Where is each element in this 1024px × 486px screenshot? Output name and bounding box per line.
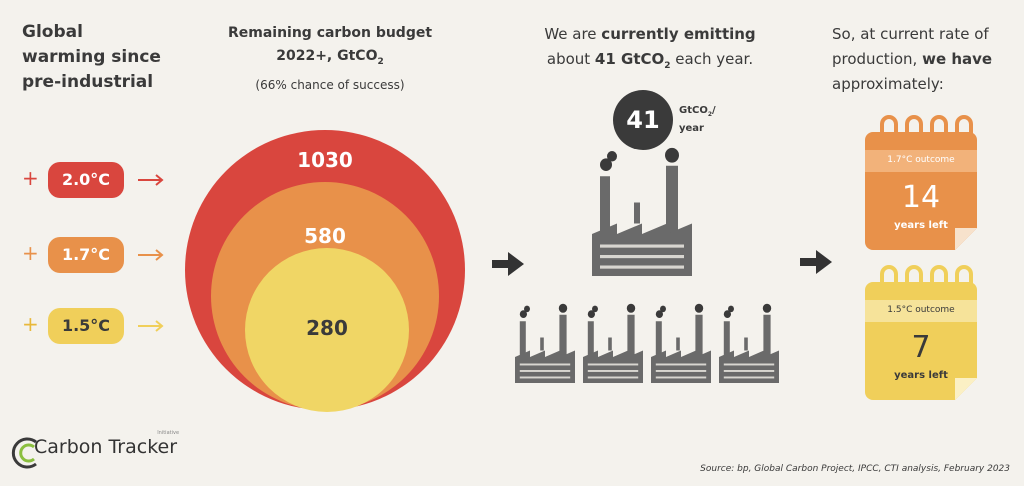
calendar-outcome: 1.7°C outcome	[887, 155, 955, 165]
badge	[613, 90, 673, 150]
budget-value: 280	[306, 316, 348, 340]
badge-unit: GtCO2/ year	[679, 104, 716, 136]
subscript: 2	[707, 111, 713, 118]
calendar-unit: years left	[894, 220, 948, 231]
text: about	[546, 50, 595, 68]
budget-circles	[185, 130, 465, 412]
logo-mark	[11, 437, 37, 469]
scenario-label: 2.0°C	[61, 170, 111, 189]
budget-value: 1030	[297, 148, 353, 172]
intro-title: Global warming since pre-industrial	[22, 20, 161, 95]
intro-line: pre-industrial	[22, 72, 154, 92]
badge-value: 41	[626, 106, 660, 134]
budget-subtitle: (66% chance of success)	[255, 77, 405, 92]
calendar-years: 7	[911, 330, 931, 365]
subscript: 2	[377, 56, 384, 67]
text-bold: currently emitting	[601, 25, 756, 43]
text: each year.	[670, 50, 754, 68]
text-bold: we have	[922, 50, 993, 68]
logo-name: Carbon Tracker	[34, 436, 178, 458]
scenario-label: 1.7°C	[61, 245, 111, 264]
budget-title-line: Remaining carbon budget	[227, 25, 433, 41]
small-factories	[515, 303, 779, 383]
plus: +	[22, 241, 39, 265]
result-text: So, at current rate of production, we ha…	[832, 22, 1012, 97]
subscript: 2	[664, 61, 671, 71]
logo-tag: Initiative	[157, 430, 180, 436]
calendar-2	[865, 265, 977, 400]
scenario-label: 1.5°C	[61, 316, 111, 335]
intro-line: Global	[22, 22, 83, 42]
calendar-unit: years left	[894, 370, 948, 381]
text: year	[679, 123, 704, 134]
intro-line: warming since	[22, 47, 161, 67]
text: /	[712, 105, 716, 116]
text: GtCO	[679, 105, 708, 116]
calendar-outcome: 1.5°C outcome	[887, 305, 955, 315]
text-bold: 41 GtCO	[594, 50, 665, 68]
text: approximately:	[832, 75, 944, 93]
emissions-text: We are currently emitting about 41 GtCO2 …	[520, 22, 780, 79]
calendar-years: 14	[901, 180, 941, 215]
budget-title: Remaining carbon budget 2022+, GtCO2 (66…	[200, 22, 460, 97]
budget-title-line: 2022+, GtCO	[276, 48, 378, 64]
text: So, at current rate of production,	[832, 25, 989, 68]
text: We are	[544, 25, 602, 43]
source: Source: bp, Global Carbon Project, IPCC,…	[700, 464, 1010, 474]
pills	[48, 162, 164, 344]
plus: +	[22, 312, 39, 336]
budget-value: 580	[304, 224, 346, 248]
logo: Carbon Tracker Initiative	[34, 430, 179, 458]
plus: +	[22, 166, 39, 190]
calendar-1	[865, 115, 977, 250]
